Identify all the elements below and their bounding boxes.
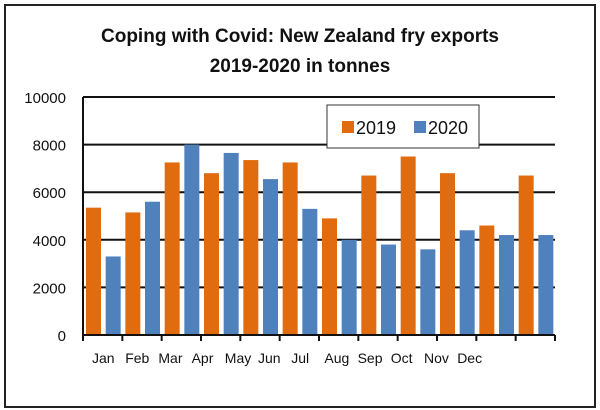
x-tick-label: Sep — [358, 350, 383, 366]
y-tick-label: 4000 — [33, 233, 66, 250]
bar-2019-Jan — [86, 207, 101, 335]
x-tick-label: Nov — [424, 350, 449, 366]
bar-2020-Aug — [381, 244, 396, 335]
bar-2020-Mar — [184, 144, 200, 335]
y-tick-label: 0 — [58, 328, 66, 345]
bar-2019-Jun — [282, 162, 298, 335]
bar-2019-Aug — [361, 175, 377, 335]
x-tick-label: Jun — [258, 350, 281, 366]
bar-2020-Nov — [499, 235, 514, 335]
bar-2020-May — [263, 179, 278, 335]
x-tick-label: Apr — [192, 350, 214, 366]
x-tick-label: Jan — [92, 350, 115, 366]
chart-border — [4, 4, 596, 408]
bar-2020-Jun — [302, 208, 318, 335]
bar-2019-Nov — [479, 225, 495, 335]
bar-2019-Mar — [164, 162, 180, 335]
bar-2019-Sep — [400, 156, 416, 335]
bar-2019-May — [243, 160, 259, 335]
bar-2019-Apr — [204, 173, 219, 335]
bar-2019-Dec — [518, 175, 534, 335]
chart-subtitle: 2019-2020 in tonnes — [209, 56, 391, 77]
y-tick-label: 10000 — [24, 90, 66, 107]
legend-swatch-2019 — [342, 121, 354, 133]
y-tick-label: 6000 — [33, 185, 66, 202]
bar-2019-Oct — [440, 173, 455, 335]
chart-title: Coping with Covid: New Zealand fry expor… — [101, 26, 499, 47]
bar-2020-Oct — [459, 230, 475, 335]
x-tick-label: Dec — [457, 350, 482, 366]
bar-2020-Sep — [420, 249, 436, 335]
x-tick-label: Aug — [324, 350, 349, 366]
x-tick-label: Mar — [158, 350, 182, 366]
x-tick-label: Feb — [125, 350, 149, 366]
bar-2019-Feb — [125, 212, 141, 335]
y-tick-label: 8000 — [33, 138, 66, 155]
bar-2019-Jul — [322, 218, 337, 335]
x-tick-label: Oct — [391, 350, 413, 366]
bar-2020-Dec — [538, 235, 554, 335]
x-tick-label: Jul — [291, 350, 309, 366]
legend-label-2020: 2020 — [428, 118, 468, 138]
bar-2020-Jul — [341, 239, 357, 335]
x-tick-label: May — [225, 350, 251, 366]
y-tick-label: 2000 — [33, 280, 66, 297]
legend-swatch-2020 — [414, 121, 426, 133]
legend-label-2019: 2019 — [356, 118, 396, 138]
bar-2020-Jan — [105, 256, 121, 335]
bar-2020-Apr — [223, 152, 239, 335]
bar-2020-Feb — [145, 201, 160, 335]
